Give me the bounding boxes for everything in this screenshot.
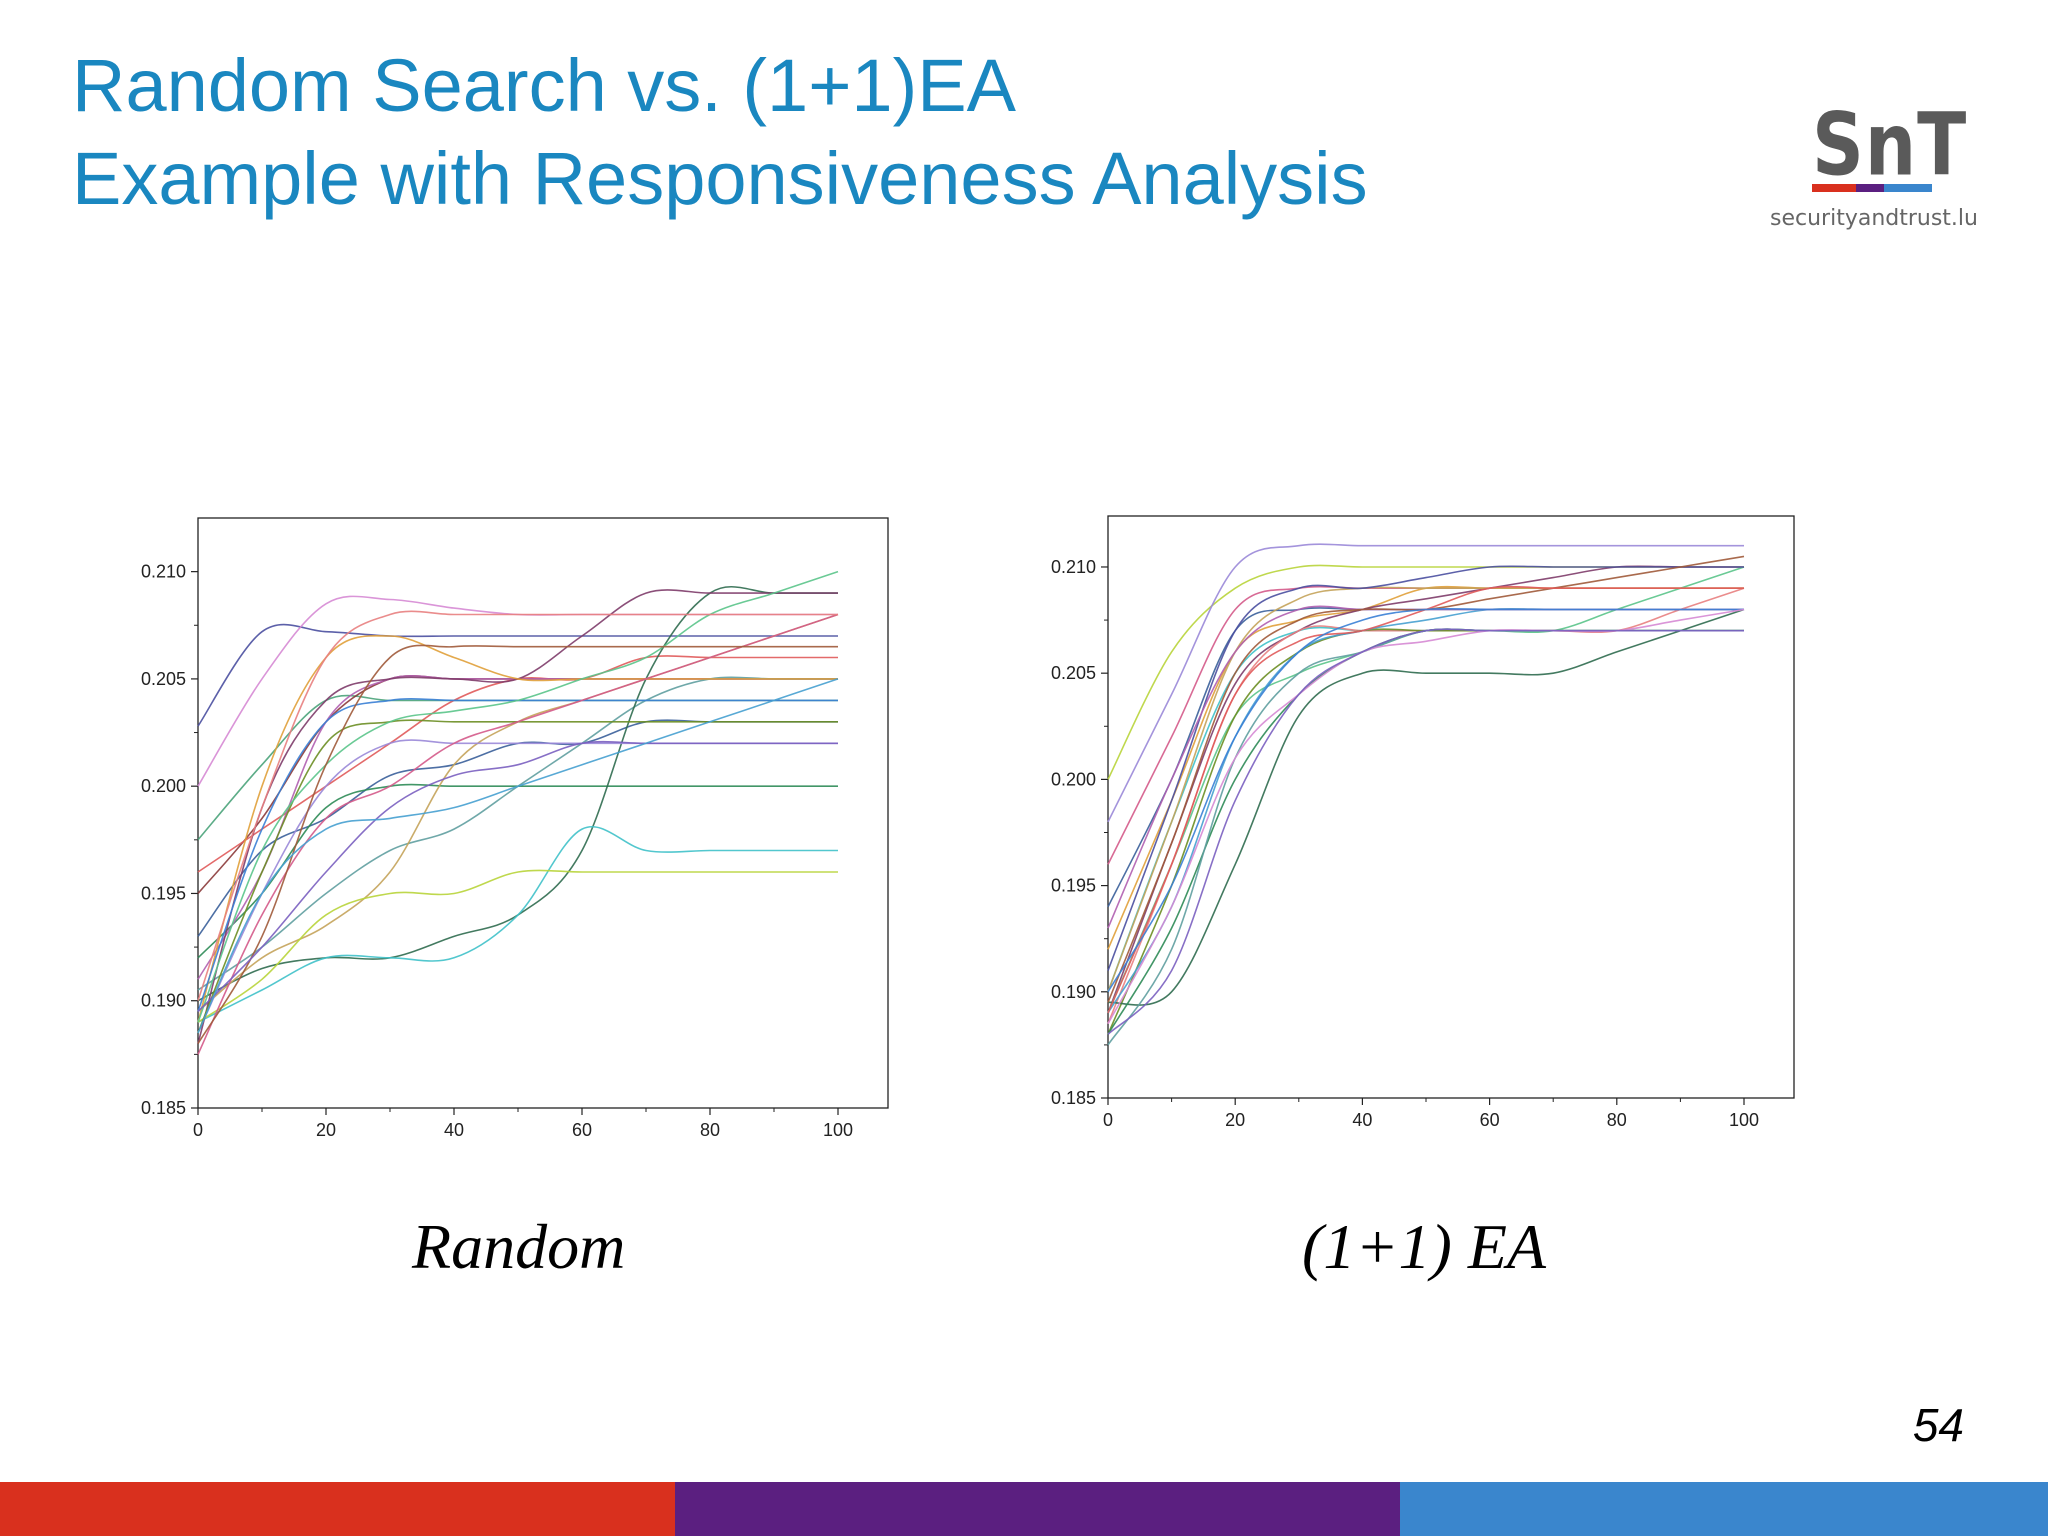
ea-y-tick-label: 0.195 [1051, 876, 1096, 896]
chart-ea: 0 20 40 60 80 100 0.185 0.190 0.195 0.200 0.205 0.2… [1020, 500, 1830, 1160]
random-x-tick-label: 0 [193, 1120, 203, 1140]
footer-segment-blue [1400, 1482, 2048, 1536]
slide-title-line-1: Random Search vs. (1+1)EA [72, 44, 1016, 127]
random-series-line-13 [197, 869, 838, 1023]
ea-y-tick-label: 0.185 [1051, 1088, 1096, 1108]
random-series-line-7 [197, 783, 839, 959]
ea-y-tick-label: 0.190 [1051, 982, 1096, 1002]
random-series-line-20 [197, 570, 839, 1023]
logo-bar-blue [1884, 184, 1932, 192]
random-series-line-21 [197, 644, 838, 1045]
ea-series-line-17 [1107, 555, 1745, 1003]
random-plot-frame [197, 517, 889, 1109]
random-x-tick-label: 80 [700, 1120, 720, 1140]
logo-bar-purple [1856, 184, 1884, 192]
random-series-line-16 [197, 635, 838, 1023]
snt-logo: SnT securityandtrust.lu [1770, 86, 1978, 236]
footer-segment-purple [675, 1482, 1400, 1536]
chart-random: 0 20 40 60 80 100 0.185 0.190 0.195 0.200 0.205 0.2… [110, 500, 920, 1160]
ea-series-line-14 [1107, 565, 1744, 971]
random-x-tick-label: 100 [823, 1120, 853, 1140]
random-series-line-22 [197, 740, 838, 1013]
page-number: 54 [1912, 1399, 1964, 1451]
ea-series-line-20 [1107, 607, 1744, 993]
random-series-line-1 [197, 623, 838, 727]
random-series-line-24 [197, 678, 839, 1034]
ea-y-tick-label: 0.205 [1051, 663, 1096, 683]
ea-series-line-22 [1107, 628, 1744, 1035]
ea-x-tick-label: 60 [1480, 1110, 1500, 1130]
ea-series-line-19 [1107, 585, 1744, 1014]
random-x-tick-label: 40 [444, 1120, 464, 1140]
ea-x-tick-label: 0 [1103, 1110, 1113, 1130]
ea-chart-svg: 0 20 40 60 80 100 0.185 0.190 0.195 0.200 0.205 0.2… [1051, 515, 1795, 1130]
random-series-line-23 [197, 610, 838, 1001]
slide-title-line-2: Example with Responsiveness Analysis [72, 137, 1368, 220]
random-x-tick-label: 60 [572, 1120, 592, 1140]
logo-subtitle: securityandtrust.lu [1770, 206, 1978, 231]
ea-y-tick-label: 0.210 [1051, 557, 1096, 577]
random-chart-svg: 0 20 40 60 80 100 0.185 0.190 0.195 0.200 0.205 0.2… [141, 517, 889, 1140]
ea-plot-frame [1107, 515, 1795, 1099]
random-series-line-17 [197, 698, 838, 1012]
random-y-tick-label: 0.200 [141, 776, 186, 796]
ea-series-line-2 [1107, 543, 1744, 823]
random-y-tick-label: 0.185 [141, 1098, 186, 1118]
random-series-line-10 [197, 585, 838, 1002]
ea-x-tick-label: 40 [1352, 1110, 1372, 1130]
ea-series-line-11 [1107, 608, 1745, 1006]
random-series-line-12 [197, 826, 838, 1023]
random-y-tick-label: 0.195 [141, 883, 186, 903]
footer-color-bar [0, 1482, 2048, 1536]
logo-mark: SnT [1812, 94, 1968, 195]
footer-segment-red [0, 1482, 675, 1536]
random-x-tick-label: 20 [316, 1120, 336, 1140]
logo-bar-red [1812, 184, 1856, 192]
random-y-tick-label: 0.190 [141, 991, 186, 1011]
ea-x-tick-label: 80 [1607, 1110, 1627, 1130]
random-y-tick-label: 0.205 [141, 669, 186, 689]
caption-ea: (1+1) EA [1302, 1211, 1546, 1282]
caption-random: Random [412, 1211, 626, 1282]
ea-x-tick-label: 20 [1225, 1110, 1245, 1130]
ea-y-tick-label: 0.200 [1051, 769, 1096, 789]
random-series-line-19 [197, 613, 839, 1055]
ea-x-tick-label: 100 [1729, 1110, 1759, 1130]
random-y-tick-label: 0.210 [141, 562, 186, 582]
ea-series-line-21 [1107, 608, 1745, 1025]
